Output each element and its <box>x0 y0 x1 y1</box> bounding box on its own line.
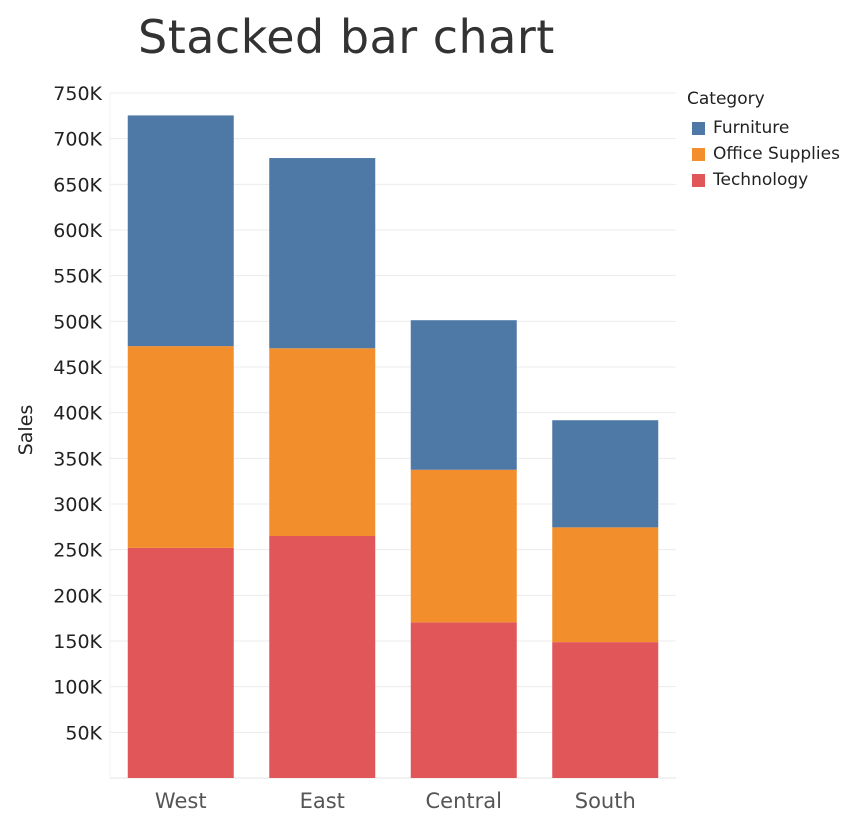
legend-swatch <box>692 147 705 161</box>
legend-label: Technology <box>713 170 809 190</box>
legend-label: Office Supplies <box>713 144 840 164</box>
y-tick-label: 750K <box>53 83 102 105</box>
legend-title: Category <box>687 89 765 109</box>
bar-segment-office-supplies[interactable] <box>410 469 517 623</box>
bar-segment-technology[interactable] <box>269 535 376 778</box>
y-axis-ticks: 50K 100K 150K 200K 250K 300K 350K 400K 450K 500K 5… <box>53 83 102 744</box>
y-tick-label: 150K <box>53 631 102 653</box>
y-tick-label: 250K <box>53 540 102 562</box>
y-tick-label: 100K <box>53 677 102 699</box>
y-axis-title: Sales <box>15 405 37 456</box>
y-tick-label: 350K <box>53 448 102 470</box>
legend-item[interactable]: Furniture <box>687 115 840 141</box>
bar-segment-furniture[interactable] <box>552 420 659 528</box>
y-tick-label: 650K <box>53 174 102 196</box>
y-tick-label: 200K <box>53 585 102 607</box>
bar-segment-office-supplies[interactable] <box>269 348 376 536</box>
x-category-label: Central <box>426 789 502 813</box>
bar-segment-furniture[interactable] <box>269 158 376 349</box>
bar-segment-office-supplies[interactable] <box>552 527 659 643</box>
y-tick-label: 500K <box>53 311 102 333</box>
bar-segment-furniture[interactable] <box>127 115 234 347</box>
x-category-label: East <box>300 789 345 813</box>
legend-swatch <box>692 173 705 187</box>
x-axis-categories: West East Central South <box>155 789 636 813</box>
x-category-label: South <box>575 789 636 813</box>
x-category-label: West <box>155 789 207 813</box>
bar-segment-technology[interactable] <box>127 547 234 778</box>
y-tick-label: 400K <box>53 403 102 425</box>
y-tick-label: 700K <box>53 129 102 151</box>
y-tick-label: 450K <box>53 357 102 379</box>
legend-items: Furniture Office Supplies Technology <box>687 115 840 193</box>
y-tick-label: 600K <box>53 220 102 242</box>
bar-segment-furniture[interactable] <box>410 320 517 470</box>
y-tick-label: 50K <box>65 722 102 744</box>
legend-item[interactable]: Technology <box>687 167 840 193</box>
bar-segment-office-supplies[interactable] <box>127 346 234 548</box>
chart-title: Stacked bar chart <box>138 10 555 64</box>
legend: Category Furniture Office Supplies Technol… <box>687 89 840 193</box>
y-tick-label: 550K <box>53 266 102 288</box>
legend-swatch <box>692 121 705 135</box>
legend-label: Furniture <box>713 118 790 138</box>
bar-segment-technology[interactable] <box>410 622 517 778</box>
bars <box>127 115 659 778</box>
y-tick-label: 300K <box>53 494 102 516</box>
bar-segment-technology[interactable] <box>552 642 659 778</box>
legend-item[interactable]: Office Supplies <box>687 141 840 167</box>
